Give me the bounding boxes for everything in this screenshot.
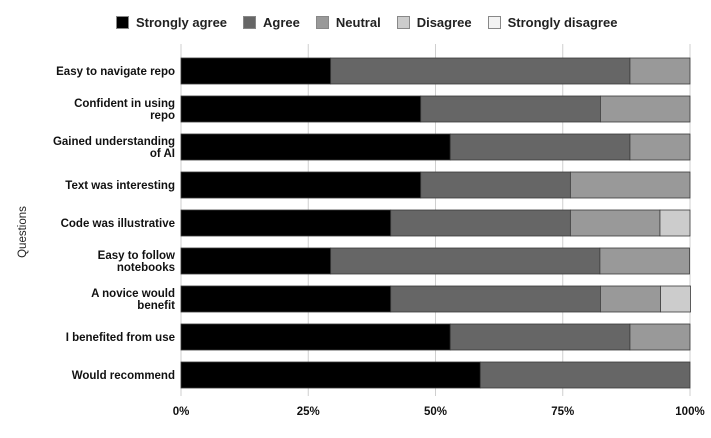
bar-segment — [420, 171, 571, 199]
bar-segment — [600, 95, 691, 123]
bar-segment — [180, 171, 422, 199]
legend-swatch — [243, 16, 257, 29]
bar-segment — [449, 133, 631, 161]
category-label: Would recommend — [72, 370, 175, 382]
bar-segment — [180, 285, 392, 313]
bar-segment — [180, 133, 451, 161]
legend-item-agree: Agree — [243, 15, 300, 30]
legend-label: Neutral — [335, 15, 381, 30]
legend-swatch — [396, 16, 410, 29]
bar-segment — [449, 323, 631, 351]
bar-segment — [629, 133, 691, 161]
y-axis-title: Questions — [17, 206, 29, 258]
x-tick-labels: 0% 25% 50% 75% 100% — [173, 406, 705, 418]
legend-label: Disagree — [416, 15, 472, 30]
category-label: Code was illustrative — [61, 218, 175, 230]
x-tick-label: 75% — [551, 406, 574, 418]
category-label: Easy to follow notebooks — [98, 250, 175, 274]
bar-segment — [180, 95, 422, 123]
bar-segment — [629, 57, 691, 85]
category-label: Gained understanding of AI — [53, 136, 175, 160]
bar-segment — [599, 247, 690, 275]
category-label: Confident in using repo — [74, 98, 175, 122]
x-tick-label: 0% — [173, 406, 190, 418]
legend-item-strongly-disagree: Strongly disagree — [487, 15, 618, 30]
legend-label: Strongly agree — [136, 15, 228, 30]
x-tick-label: 50% — [424, 406, 447, 418]
legend-swatch — [487, 16, 501, 29]
category-labels: Easy to navigate repo Confident in using r… — [53, 66, 175, 382]
bars — [180, 57, 691, 389]
x-tick-label: 25% — [297, 406, 320, 418]
category-label: Text was interesting — [65, 180, 175, 192]
legend-item-neutral: Neutral — [315, 15, 381, 30]
legend-item-disagree: Disagree — [396, 15, 472, 30]
legend-label: Agree — [263, 15, 300, 30]
bar-segment — [180, 361, 481, 389]
bar-segment — [180, 57, 332, 85]
bar-segment — [629, 323, 691, 351]
bar-segment — [659, 209, 691, 237]
bar-segment — [330, 57, 631, 85]
bar-segment — [390, 285, 601, 313]
legend-item-strongly-agree: Strongly agree — [116, 15, 227, 30]
bar-segment — [660, 285, 691, 313]
bar-segment — [180, 323, 451, 351]
legend-swatch — [116, 16, 129, 29]
bar-segment — [600, 285, 661, 313]
bar-segment — [479, 361, 691, 389]
bar-segment — [420, 95, 601, 123]
bar-segment — [180, 209, 392, 237]
category-label: Easy to navigate repo — [56, 66, 175, 78]
category-label: A novice would benefit — [91, 288, 175, 312]
x-tick-label: 100% — [675, 406, 704, 418]
legend-swatch — [315, 16, 329, 29]
bar-segment — [569, 209, 661, 237]
bar-segment — [390, 209, 571, 237]
legend: Strongly agree Agree Neutral Disagree St… — [116, 15, 633, 30]
bar-segment — [569, 171, 691, 199]
category-label: I benefited from use — [66, 332, 175, 344]
legend-label: Strongly disagree — [507, 15, 618, 30]
bar-segment — [330, 247, 601, 275]
bar-segment — [180, 247, 332, 275]
